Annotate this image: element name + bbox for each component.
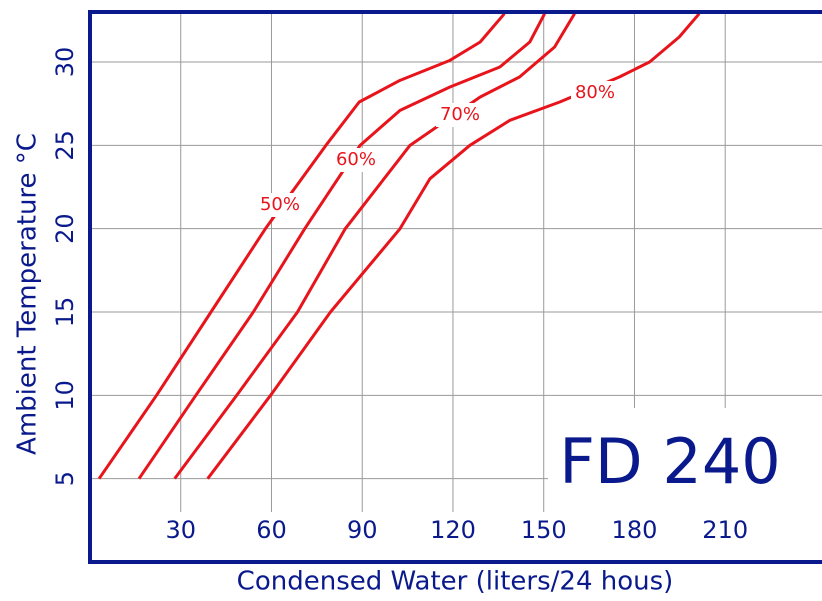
curve [206,12,701,480]
curve [173,12,576,480]
labels: 30 60 90 120 150 180 210 5 10 15 20 25 30 [51,47,748,544]
x-tick-label: 30 [165,516,196,544]
curve-label: 80% [575,82,615,103]
title-box [548,408,822,516]
y-tick-label: 30 [51,47,79,78]
curve [137,12,546,480]
curve-label-bg [332,148,380,172]
curve-label: 70% [440,104,480,125]
curve-label: 50% [260,194,300,215]
x-tick-label: 120 [430,516,476,544]
curve-label-bg [256,193,304,217]
y-tick-label: 10 [51,380,79,411]
x-tick-label: 90 [347,516,378,544]
x-tick-label: 150 [521,516,567,544]
curves: 50% 60% 70% 80% [97,12,701,480]
y-tick-label: 20 [51,213,79,244]
y-axis-title: Ambient Temperature °C [13,133,43,455]
y-tick-label: 5 [51,471,79,486]
grid [90,12,822,512]
plot-frame [88,10,822,564]
curve-label-bg [571,81,619,105]
y-tick-label: 15 [51,297,79,328]
x-tick-label: 210 [702,516,748,544]
curve [97,12,506,480]
curve-label: 60% [336,149,376,170]
chart-title: FD 240 [559,425,780,498]
x-tick-label: 180 [612,516,658,544]
curve-label-bg [436,103,484,127]
y-tick-label: 25 [51,130,79,161]
x-axis-title: Condensed Water (liters/24 hous) [237,567,674,597]
x-tick-label: 60 [256,516,287,544]
